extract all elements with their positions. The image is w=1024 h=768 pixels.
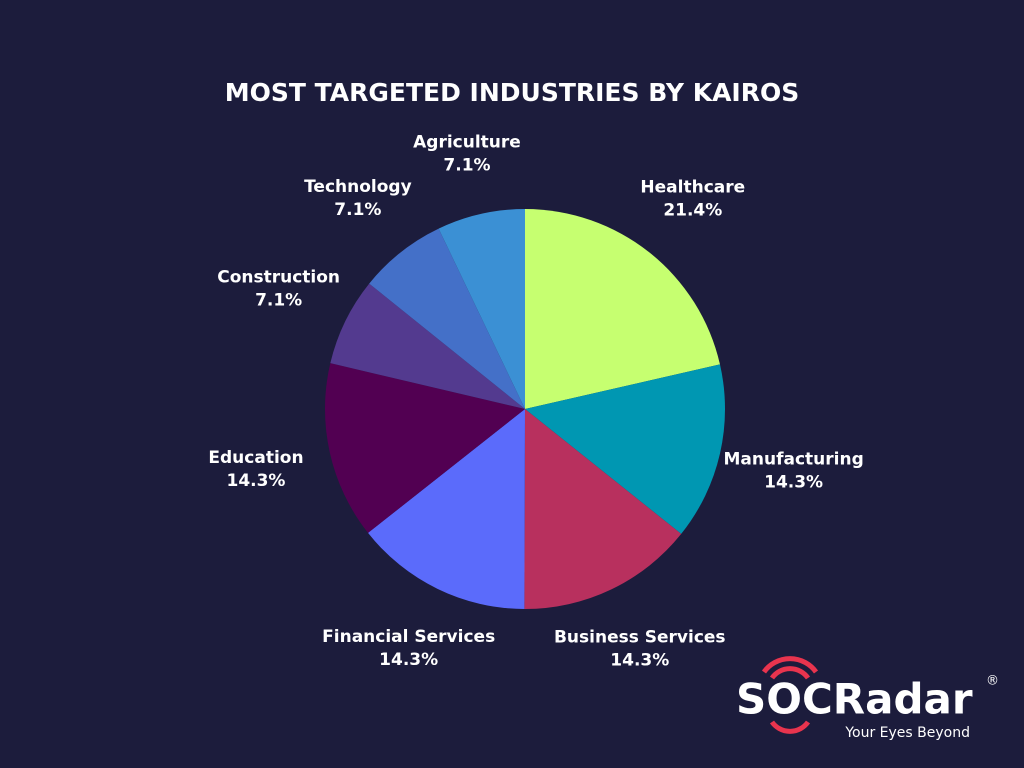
- logo-arc: [769, 720, 811, 734]
- slice-value-label: 7.1%: [334, 200, 381, 220]
- slice-label: Manufacturing: [723, 449, 863, 469]
- pie: [325, 209, 725, 609]
- logo-arc: [761, 656, 819, 674]
- slice-label: Agriculture: [413, 133, 521, 153]
- pie-slice: [368, 409, 525, 609]
- logo-name: SOCRadar: [736, 675, 973, 724]
- slice-value-label: 14.3%: [764, 472, 823, 492]
- pie-slice: [438, 209, 525, 409]
- slice-label: Education: [208, 448, 303, 468]
- slice-value-label: 7.1%: [255, 291, 302, 311]
- slice-value-label: 14.3%: [226, 471, 285, 491]
- slice-label: Technology: [304, 177, 412, 197]
- pie-slice: [525, 364, 725, 534]
- slice-value-label: 7.1%: [443, 156, 490, 176]
- pie-slice: [325, 363, 525, 533]
- logo: SOCRadar ® Your Eyes Beyond: [736, 656, 999, 741]
- logo-tagline: Your Eyes Beyond: [844, 725, 970, 741]
- logo-arc: [769, 666, 811, 680]
- slice-label: Construction: [217, 268, 340, 288]
- chart-title: MOST TARGETED INDUSTRIES BY KAIROS: [225, 78, 800, 107]
- logo-registered: ®: [986, 674, 999, 689]
- pie-slice: [524, 409, 682, 609]
- pie-slice: [525, 209, 720, 409]
- slice-value-label: 14.3%: [379, 650, 438, 670]
- slice-label: Healthcare: [640, 177, 745, 197]
- slice-label: Business Services: [554, 628, 726, 648]
- slice-value-label: 21.4%: [663, 200, 722, 220]
- pie-slice: [369, 228, 525, 409]
- pie-slice: [330, 283, 525, 409]
- slice-label: Financial Services: [322, 627, 495, 647]
- slice-value-label: 14.3%: [610, 651, 669, 671]
